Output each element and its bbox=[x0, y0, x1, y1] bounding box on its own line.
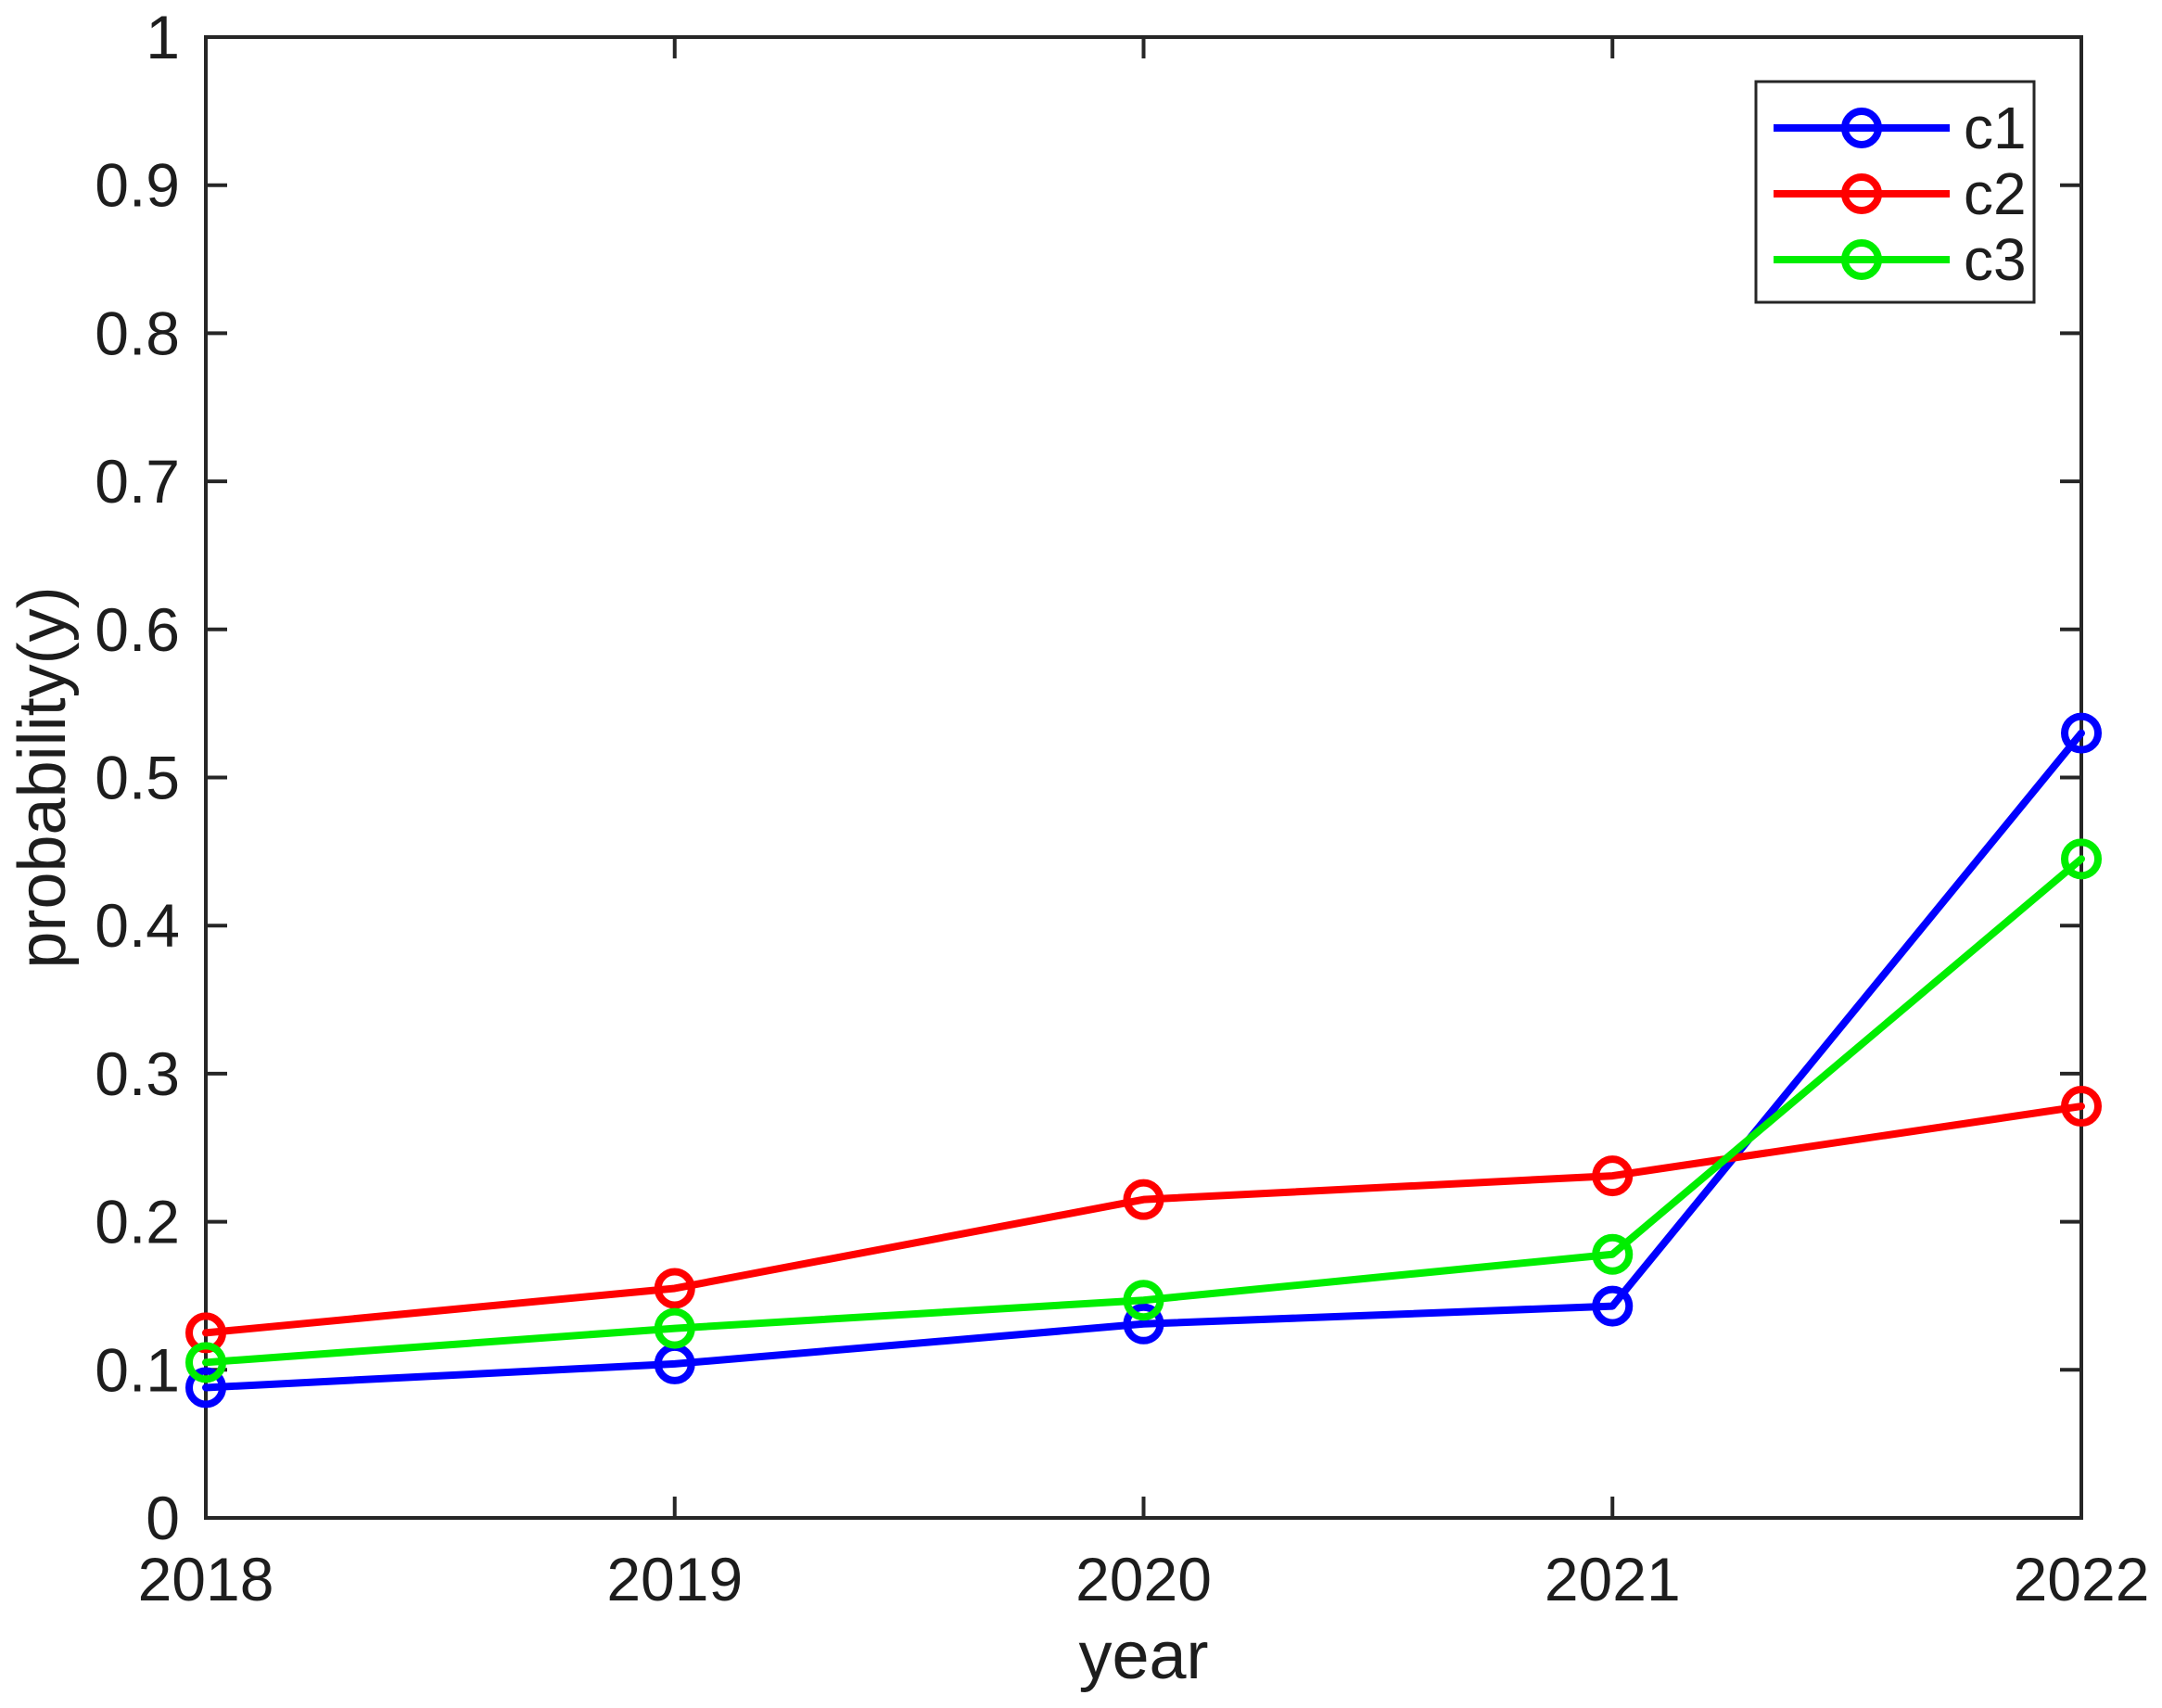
series-marker-c2 bbox=[1123, 1179, 1164, 1220]
series-line-c3 bbox=[202, 855, 2085, 1367]
y-tick-label: 0.3 bbox=[95, 1039, 180, 1108]
series-marker-c3 bbox=[1592, 1233, 1634, 1275]
plot-border bbox=[204, 35, 2083, 1520]
series-marker-c1 bbox=[1123, 1303, 1164, 1345]
series-marker-c2 bbox=[654, 1268, 695, 1309]
series-line-c1 bbox=[202, 729, 2085, 1392]
series-marker-c3 bbox=[2061, 838, 2102, 880]
legend-entry-c3: c3 bbox=[1774, 226, 2027, 293]
legend-entry-c2: c2 bbox=[1774, 160, 2027, 227]
legend-entry-c1: c1 bbox=[1774, 95, 2027, 161]
legend-marker-c1 bbox=[1841, 108, 1882, 148]
legend-label-c2: c2 bbox=[1964, 160, 2027, 227]
legend-label-c1: c1 bbox=[1964, 95, 2027, 161]
y-tick-label: 0.8 bbox=[95, 299, 180, 367]
series-marker-c2 bbox=[2061, 1086, 2102, 1128]
y-tick-label: 0.4 bbox=[95, 891, 180, 960]
y-tick-label: 0.7 bbox=[95, 447, 180, 516]
y-tick-label: 0.6 bbox=[95, 595, 180, 664]
series-marker-c2 bbox=[1592, 1155, 1634, 1197]
legend-marker-c3 bbox=[1841, 239, 1882, 280]
series-marker-c3 bbox=[654, 1307, 695, 1349]
y-axis-label: probability(y) bbox=[6, 586, 80, 968]
y-tick-label: 0.5 bbox=[95, 744, 180, 812]
series-marker-c2 bbox=[185, 1312, 226, 1354]
legend-label-c3: c3 bbox=[1964, 226, 2027, 293]
x-tick-label: 2018 bbox=[138, 1545, 274, 1613]
series-marker-c1 bbox=[1592, 1285, 1634, 1327]
x-tick-label: 2022 bbox=[2014, 1545, 2150, 1613]
series-line-c2 bbox=[202, 1103, 2085, 1337]
y-tick-label: 1 bbox=[146, 3, 180, 71]
series-marker-c1 bbox=[2061, 712, 2102, 754]
y-tick-label: 0.2 bbox=[95, 1188, 180, 1256]
x-axis-label: year bbox=[1078, 1619, 1208, 1693]
x-tick-label: 2021 bbox=[1545, 1545, 1681, 1613]
series-marker-c1 bbox=[185, 1367, 226, 1408]
y-tick-label: 0.9 bbox=[95, 151, 180, 220]
legend-marker-c2 bbox=[1841, 173, 1882, 214]
y-tick-label: 0.1 bbox=[95, 1335, 180, 1404]
x-tick-label: 2019 bbox=[606, 1545, 743, 1613]
y-tick-label: 0 bbox=[146, 1484, 180, 1552]
x-tick-label: 2020 bbox=[1075, 1545, 1212, 1613]
series-marker-c3 bbox=[1123, 1280, 1164, 1321]
series-marker-c3 bbox=[185, 1342, 226, 1383]
